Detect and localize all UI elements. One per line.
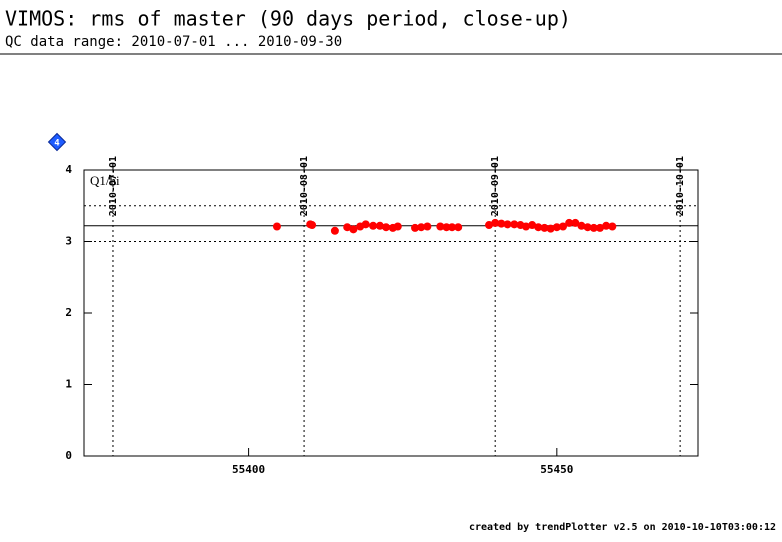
y-tick-label: 3	[65, 235, 72, 248]
chart-title: VIMOS: rms of master (90 days period, cl…	[5, 7, 571, 31]
date-tick-label: 2010-09-01	[490, 156, 501, 216]
point	[503, 220, 512, 229]
y-tick-label: 0	[65, 449, 72, 462]
date-tick-label: 2010-07-01	[108, 156, 119, 216]
point	[454, 223, 463, 232]
footer: created by trendPlotter v2.5 on 2010-10-…	[469, 522, 776, 533]
point	[571, 218, 580, 227]
chart-subtitle: QC data range: 2010-07-01 ... 2010-09-30	[5, 34, 342, 50]
point	[528, 221, 537, 230]
point	[485, 221, 494, 230]
point	[369, 221, 378, 230]
point	[436, 222, 445, 231]
point	[442, 223, 451, 232]
date-tick-label: 2010-08-01	[299, 156, 310, 216]
point	[534, 223, 543, 232]
point	[552, 223, 561, 232]
point	[382, 223, 391, 232]
point	[577, 221, 586, 230]
point	[595, 223, 604, 232]
point	[411, 223, 420, 232]
point	[546, 224, 555, 233]
point	[540, 223, 549, 232]
point	[565, 218, 574, 227]
point	[361, 220, 370, 229]
y-tick-label: 2	[65, 306, 72, 319]
y-tick-label: 4	[65, 163, 72, 176]
y-tick-label: 1	[65, 378, 72, 391]
badge-diamond	[47, 132, 67, 152]
point	[497, 219, 506, 228]
point	[343, 223, 352, 232]
point	[272, 222, 281, 231]
date-tick-label: 2010-10-01	[675, 156, 686, 216]
point	[448, 223, 457, 232]
point	[308, 221, 317, 230]
point	[522, 222, 531, 231]
point	[330, 226, 339, 235]
badge-text: 4	[54, 139, 60, 149]
point	[375, 221, 384, 230]
point	[608, 222, 617, 231]
point	[589, 223, 598, 232]
point	[558, 222, 567, 231]
badge: 4	[47, 132, 67, 152]
x-tick-label: 55450	[540, 463, 573, 476]
plot-frame	[83, 169, 699, 457]
point	[393, 222, 402, 231]
point	[583, 223, 592, 232]
point	[602, 221, 611, 230]
point	[417, 223, 426, 232]
point	[423, 222, 432, 231]
point	[510, 220, 519, 229]
point	[349, 225, 358, 234]
x-tick-label: 55400	[232, 463, 265, 476]
point	[491, 218, 500, 227]
